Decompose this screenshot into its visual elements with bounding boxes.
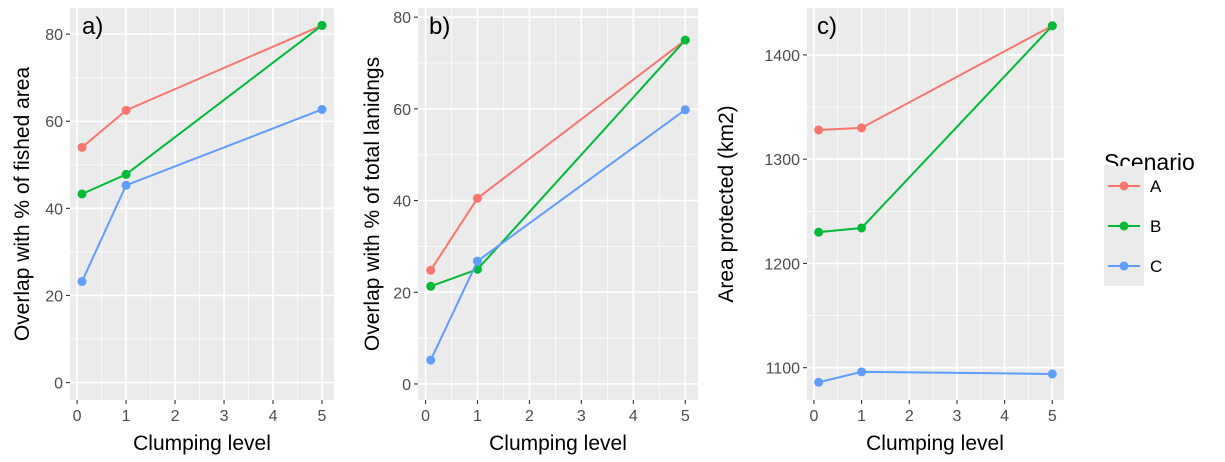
series-b-point	[1047, 21, 1057, 31]
y-tick-label: 1300	[764, 152, 800, 169]
panel-c-x-axis-title: Clumping level	[866, 432, 1004, 455]
panel-a-series	[77, 20, 327, 287]
x-tick-label: 4	[1000, 408, 1009, 425]
panel-a-x-axis-title: Clumping level	[133, 432, 271, 455]
legend-key-b-point	[1119, 221, 1129, 231]
panel-c-background	[807, 8, 1064, 400]
legend: Scenario A B C	[1104, 149, 1195, 286]
panel-a-y-tick-labels: 0 20 40 60 80	[45, 27, 63, 392]
panel-c-series	[814, 21, 1057, 387]
y-tick-label: 80	[393, 10, 411, 27]
panel-a-grid	[70, 8, 334, 400]
x-tick-label: 4	[269, 408, 278, 425]
y-tick-label: 1100	[766, 361, 801, 378]
x-tick-label: 1	[473, 408, 482, 425]
x-tick-label: 5	[318, 408, 327, 425]
y-tick-label: 20	[45, 288, 63, 305]
y-tick-label: 60	[393, 102, 411, 119]
legend-label-b: B	[1150, 217, 1161, 236]
x-tick-label: 0	[73, 408, 82, 425]
x-tick-label: 2	[525, 408, 534, 425]
x-tick-label: 4	[629, 408, 638, 425]
x-tick-label: 3	[220, 408, 229, 425]
series-b-point	[77, 189, 87, 199]
panel-b-y-tick-labels: 0 20 40 60 80	[393, 10, 411, 394]
panel-b-x-tick-labels: 0 1 2 3 4 5	[421, 408, 690, 425]
panel-c-x-tick-labels: 0 1 2 3 4 5	[809, 408, 1056, 425]
x-tick-label: 0	[809, 408, 818, 425]
x-tick-label: 3	[953, 408, 962, 425]
panel-a-label: a)	[82, 13, 103, 40]
legend-label-c: C	[1150, 257, 1162, 276]
panel-c-y-axis-title: Area protected (km2)	[715, 105, 738, 302]
panel-b-background	[418, 8, 698, 400]
series-b-point	[317, 20, 327, 30]
series-c-point	[472, 256, 482, 266]
panel-b-grid	[418, 8, 698, 400]
series-c-point	[1047, 369, 1057, 379]
series-a-point	[472, 193, 482, 203]
x-tick-label: 1	[857, 408, 866, 425]
legend-label-a: A	[1150, 177, 1162, 196]
series-c-point	[814, 377, 824, 387]
x-tick-label: 3	[577, 408, 586, 425]
x-tick-label: 5	[1048, 408, 1057, 425]
panel-c: 0 1 2 3 4 5 1100 1200 1300 1400 c) Clumping leve…	[715, 8, 1064, 455]
series-b-point	[680, 35, 690, 45]
x-tick-label: 2	[905, 408, 914, 425]
series-a-point	[814, 125, 824, 135]
panel-b-x-axis-title: Clumping level	[489, 432, 627, 455]
panel-a: 0 1 2 3 4 5 0 20 40 60 80 a) Clumping level Overl…	[11, 8, 334, 455]
x-tick-label: 1	[122, 408, 131, 425]
x-tick-label: 0	[421, 408, 430, 425]
series-c-point	[77, 277, 87, 287]
x-tick-label: 2	[171, 408, 180, 425]
y-tick-label: 60	[45, 114, 63, 131]
series-a-point	[426, 265, 436, 275]
y-tick-label: 20	[393, 285, 411, 302]
y-tick-label: 40	[393, 194, 411, 211]
panel-c-grid	[807, 8, 1064, 400]
series-b-point	[814, 227, 824, 237]
series-c-point	[857, 367, 867, 377]
panel-b-y-axis-title: Overlap with % of total lanidngs	[361, 57, 384, 351]
series-c-point	[680, 105, 690, 115]
panel-a-x-tick-labels: 0 1 2 3 4 5	[73, 408, 327, 425]
legend-key-c-point	[1119, 261, 1129, 271]
y-tick-label: 0	[402, 377, 411, 394]
y-tick-label: 1200	[764, 256, 800, 273]
legend-item-b: B	[1104, 206, 1161, 246]
panel-b-label: b)	[429, 13, 450, 40]
legend-item-c: C	[1104, 246, 1162, 286]
series-b-point	[426, 281, 436, 291]
series-c-point	[121, 180, 131, 190]
panel-b-series	[426, 35, 690, 365]
panel-a-background	[70, 8, 334, 400]
panel-a-y-axis-title: Overlap with % of fished area	[11, 67, 34, 342]
y-tick-label: 1400	[764, 48, 800, 65]
y-tick-label: 80	[45, 27, 63, 44]
legend-item-a: A	[1104, 166, 1162, 206]
series-a-point	[857, 123, 867, 133]
x-tick-label: 5	[681, 408, 690, 425]
series-b-point	[857, 223, 867, 233]
series-c-point	[317, 104, 327, 114]
y-tick-label: 0	[54, 376, 63, 393]
panel-b: 0 1 2 3 4 5 0 20 40 60 80 b) Clumping level Overl…	[361, 8, 698, 455]
panel-b-ticks	[414, 16, 686, 404]
panel-c-ticks	[803, 54, 1053, 404]
series-a-point	[121, 105, 131, 115]
series-a-point	[77, 142, 87, 152]
series-b-point	[121, 169, 131, 179]
series-c-point	[426, 355, 436, 365]
y-tick-label: 40	[45, 201, 63, 218]
legend-key-a-point	[1119, 181, 1129, 191]
panel-c-y-tick-labels: 1100 1200 1300 1400	[764, 48, 800, 378]
panel-a-ticks	[66, 33, 323, 404]
panel-c-label: c)	[817, 13, 837, 40]
